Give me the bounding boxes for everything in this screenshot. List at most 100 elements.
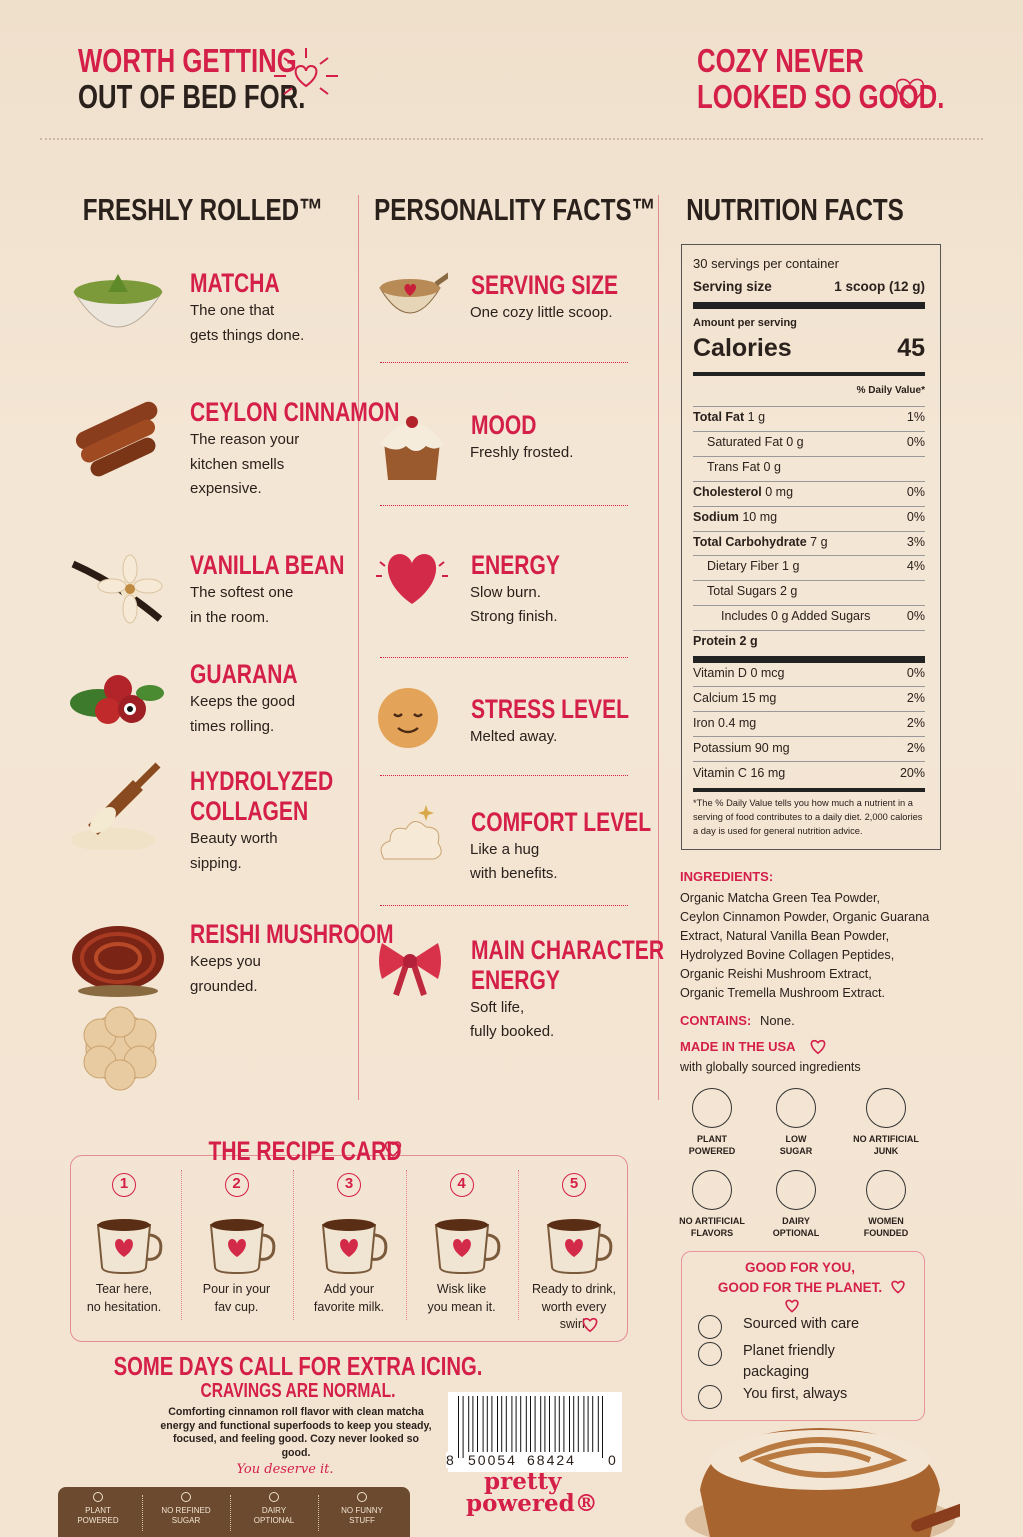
personality-text: One cozy little scoop. (470, 304, 613, 321)
vitamin-row: Vitamin C 16 mg (693, 766, 785, 780)
decoration (563, 1396, 565, 1452)
decoration (384, 442, 440, 480)
decoration (210, 1219, 263, 1231)
vitamin-row: Potassium 90 mg (693, 741, 790, 755)
personality-text: Freshly frosted. (470, 444, 574, 461)
personality-name: MOOD (471, 410, 537, 440)
badge-icon (357, 1492, 367, 1502)
nutrient-amount: 2 g (779, 584, 798, 599)
decoration (83, 1006, 157, 1091)
decoration (90, 807, 116, 833)
nutrient-amount: 1 g (782, 559, 800, 574)
ingredient-text: times rolling. (190, 717, 275, 735)
decoration (378, 688, 438, 748)
ingredient-illustration (68, 391, 168, 481)
decoration (80, 932, 156, 984)
decoration (458, 1396, 459, 1458)
decoration (534, 1396, 536, 1458)
decoration (497, 1396, 498, 1452)
decoration (891, 1280, 905, 1294)
personality-text: Slow burn. (470, 584, 541, 601)
decoration (90, 437, 156, 477)
ingredients-line: Organic Tremella Mushroom Extract. (680, 986, 886, 1000)
decoration (468, 1396, 470, 1452)
nutrition-rule (693, 630, 925, 632)
calories-label: Calories (693, 334, 792, 362)
decoration (379, 561, 386, 567)
ingredient-illustration (68, 544, 168, 634)
barcode-digit: 68424 (527, 1452, 576, 1468)
column-title: FRESHLY ROLLED™ (82, 192, 324, 227)
decoration (785, 1299, 799, 1313)
ingredient-name: COLLAGEN (190, 796, 309, 826)
ingredient-name: VANILLA BEAN (190, 550, 345, 580)
decoration (520, 1396, 522, 1452)
ingredient-name: CEYLON CINNAMON (190, 397, 400, 427)
planet-title: GOOD FOR THE PLANET. (717, 1280, 883, 1295)
personality-text: Melted away. (470, 728, 558, 745)
decoration (486, 1396, 488, 1452)
step-text: fav cup. (214, 1299, 259, 1314)
step-number: 3 (344, 1175, 354, 1192)
decoration (592, 1396, 594, 1452)
amount-per-serving: Amount per serving (693, 317, 797, 329)
nutrient-amount: 0 mg (765, 484, 794, 499)
step-divider (405, 1170, 407, 1320)
nutrient-row: Trans Fat 0 g (707, 460, 781, 474)
decoration (515, 1396, 517, 1452)
ingredients-line: Hydrolyzed Bovine Collagen Peptides, (680, 948, 895, 962)
ingredient-illustration (68, 760, 168, 852)
ingredient-illustration (68, 262, 168, 352)
ingredient-name: REISHI MUSHROOM (190, 919, 394, 949)
ingredient-text: in the room. (190, 608, 270, 626)
decoration (96, 1219, 163, 1275)
step-text: Add your (323, 1282, 375, 1296)
heart-icon (892, 74, 928, 110)
decoration (577, 1396, 579, 1452)
decoration (546, 1219, 613, 1275)
decoration (548, 1219, 600, 1231)
nutrient-amount: 10 mg (742, 509, 778, 524)
personality-name: COMFORT LEVEL (471, 807, 652, 837)
nutrient-daily-value: 0% (906, 609, 925, 624)
badge-icon (181, 1492, 191, 1502)
decoration (378, 688, 438, 748)
decoration (891, 1280, 905, 1294)
dotted-separator (380, 505, 628, 506)
decoration (896, 78, 924, 106)
personality-name: STRESS LEVEL (471, 694, 629, 724)
decoration (104, 675, 132, 703)
nutrient-label: Protein (693, 634, 737, 649)
decoration (83, 1006, 157, 1091)
personality-text: with benefits. (470, 865, 558, 882)
decoration (380, 821, 442, 860)
decoration (511, 1396, 513, 1452)
nutrition-rule (693, 761, 925, 762)
step-number-circle (449, 1173, 474, 1197)
decoration (122, 594, 138, 624)
decoration (544, 1396, 546, 1452)
ingredient-text: kitchen smells (190, 455, 285, 473)
ingredient-illustration (68, 913, 168, 1003)
nutrient-row: Saturated Fat 0 g (707, 435, 804, 449)
nutrition-rule (693, 736, 925, 737)
vitamin-label: Vitamin D (693, 666, 747, 680)
decoration (283, 87, 293, 95)
decoration (384, 1141, 402, 1158)
heart-icon (784, 1298, 800, 1314)
badge-label: STUFF (349, 1516, 375, 1525)
vitamin-label: Vitamin C (693, 766, 747, 780)
heart-icon (809, 1038, 827, 1056)
nutrition-rule (693, 406, 925, 407)
personality-name: SERVING SIZE (471, 270, 619, 300)
decoration (319, 57, 329, 65)
decoration (104, 1006, 136, 1038)
decoration (125, 762, 161, 798)
claim-icon (692, 1170, 732, 1210)
ingredients-label: INGREDIENTS: (680, 869, 774, 884)
decoration (379, 943, 441, 996)
sun-heart (270, 42, 342, 102)
servings: 30 servings per container (693, 256, 839, 271)
step-number-circle (224, 1173, 249, 1197)
dotted-separator (380, 657, 628, 658)
